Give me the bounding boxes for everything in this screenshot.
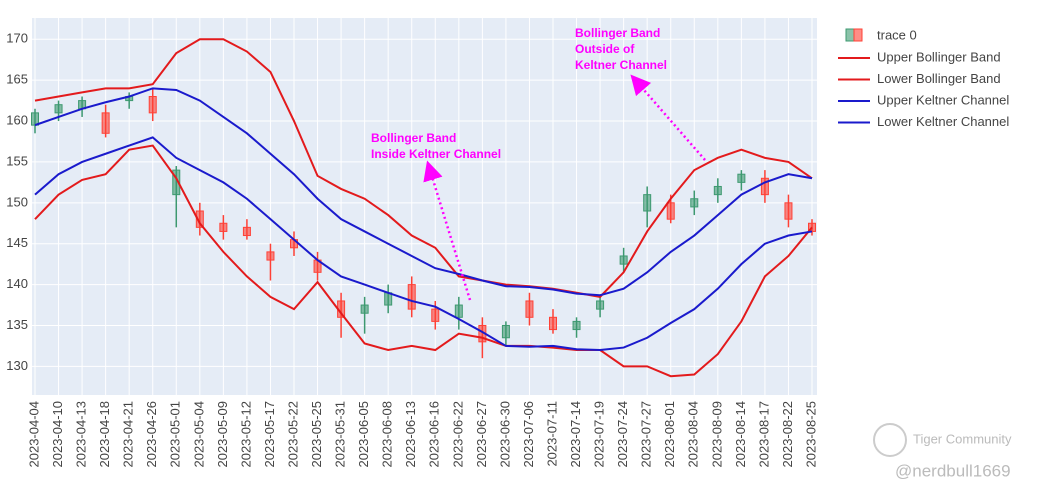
y-tick-label: 155 — [6, 153, 28, 168]
x-tick-label: 2023-04-18 — [97, 401, 112, 468]
watermark-logo — [873, 423, 907, 457]
x-tick-label: 2023-04-04 — [26, 401, 41, 468]
candle-body — [572, 320, 581, 331]
candle-body — [643, 194, 652, 212]
x-tick-label: 2023-08-04 — [686, 401, 701, 468]
annotation-text: Bollinger Band — [575, 26, 660, 40]
candle-body — [619, 255, 628, 265]
x-tick-label: 2023-05-12 — [238, 401, 253, 468]
candle-body — [219, 222, 228, 232]
annotation-arrow — [630, 74, 706, 161]
x-tick-label: 2023-07-11 — [544, 401, 559, 467]
x-tick-label: 2023-08-22 — [780, 401, 795, 468]
candle-body — [195, 210, 204, 228]
candle-body — [360, 304, 369, 314]
candle-body — [101, 112, 110, 134]
y-tick-label: 135 — [6, 317, 28, 332]
candle-body — [784, 202, 793, 220]
x-tick-label: 2023-04-21 — [121, 401, 136, 468]
y-tick-label: 150 — [6, 194, 28, 209]
x-tick-label: 2023-05-01 — [168, 401, 183, 468]
candle-body — [760, 177, 769, 196]
annotation-text: Bollinger Band — [371, 131, 456, 145]
x-tick-label: 2023-05-04 — [191, 401, 206, 468]
candle-body — [31, 112, 39, 126]
legend-candle-icon — [853, 28, 863, 42]
x-tick-label: 2023-08-14 — [733, 401, 748, 468]
annotation-text: Keltner Channel — [575, 58, 667, 72]
legend-label: Upper Keltner Channel — [877, 92, 1009, 107]
x-tick-label: 2023-06-22 — [450, 401, 465, 468]
x-tick-label: 2023-07-14 — [568, 401, 583, 468]
x-tick-label: 2023-06-16 — [427, 401, 442, 468]
x-tick-label: 2023-06-08 — [380, 401, 395, 468]
band-line — [34, 87, 813, 297]
candle-body — [666, 202, 675, 220]
candle-body — [549, 316, 557, 331]
x-tick-label: 2023-04-26 — [144, 401, 159, 468]
y-tick-label: 160 — [6, 112, 28, 127]
watermark: Tiger Community @nerdbull1669 — [873, 423, 1012, 480]
y-tick-label: 130 — [6, 358, 28, 373]
x-tick-label: 2023-07-24 — [615, 401, 630, 468]
x-tick-label: 2023-04-13 — [74, 401, 89, 468]
candle-body — [266, 251, 275, 261]
band-line — [34, 38, 813, 298]
x-tick-label: 2023-08-17 — [756, 401, 771, 468]
candle-body — [148, 96, 157, 114]
candle-body — [172, 169, 181, 196]
candle-body — [54, 104, 63, 114]
candle-body — [596, 300, 605, 310]
x-tick-label: 2023-05-25 — [309, 401, 324, 468]
legend-label: Lower Bollinger Band — [877, 71, 1001, 86]
candle-body — [501, 324, 510, 339]
candle-body — [242, 226, 251, 237]
x-tick-label: 2023-07-27 — [639, 401, 654, 468]
x-tick-label: 2023-05-09 — [215, 401, 230, 468]
annotation-text: Outside of — [575, 42, 635, 56]
x-tick-label: 2023-06-27 — [474, 401, 489, 468]
x-tick-label: 2023-08-09 — [709, 401, 724, 468]
x-tick-label: 2023-08-01 — [662, 401, 677, 468]
watermark-brand: Tiger Community — [913, 431, 1012, 446]
annotation-text: Inside Keltner Channel — [371, 147, 501, 161]
candle-body — [407, 284, 416, 310]
x-tick-label: 2023-05-31 — [333, 401, 348, 468]
candle-body — [525, 300, 534, 318]
x-tick-label: 2023-05-22 — [285, 401, 300, 468]
x-tick-label: 2023-06-13 — [403, 401, 418, 468]
watermark-user: @nerdbull1669 — [895, 461, 1011, 480]
candle-body — [431, 308, 440, 322]
y-tick-label: 140 — [6, 276, 28, 291]
candle-body — [713, 185, 722, 196]
legend-label: Upper Bollinger Band — [877, 49, 1001, 64]
band-line — [34, 144, 813, 378]
x-tick-label: 2023-07-19 — [592, 401, 607, 468]
x-tick-label: 2023-08-25 — [803, 401, 818, 468]
x-tick-label: 2023-05-17 — [262, 401, 277, 468]
legend-candle-icon — [845, 28, 855, 42]
candle-body — [454, 304, 463, 318]
candle-body — [737, 173, 746, 183]
legend-label: Lower Keltner Channel — [877, 114, 1009, 129]
plot-area — [32, 18, 817, 395]
x-tick-label: 2023-06-05 — [356, 401, 371, 468]
x-tick-label: 2023-04-10 — [50, 401, 65, 468]
y-tick-label: 170 — [6, 31, 28, 46]
y-tick-label: 165 — [6, 72, 28, 87]
x-tick-label: 2023-07-06 — [521, 401, 536, 468]
x-tick-label: 2023-06-30 — [497, 401, 512, 468]
legend: trace 0 Upper Bollinger Band Lower Bolling… — [838, 27, 1009, 129]
y-tick-label: 145 — [6, 235, 28, 250]
legend-label: trace 0 — [877, 27, 917, 42]
candle-body — [690, 198, 699, 208]
band-line — [34, 136, 813, 352]
